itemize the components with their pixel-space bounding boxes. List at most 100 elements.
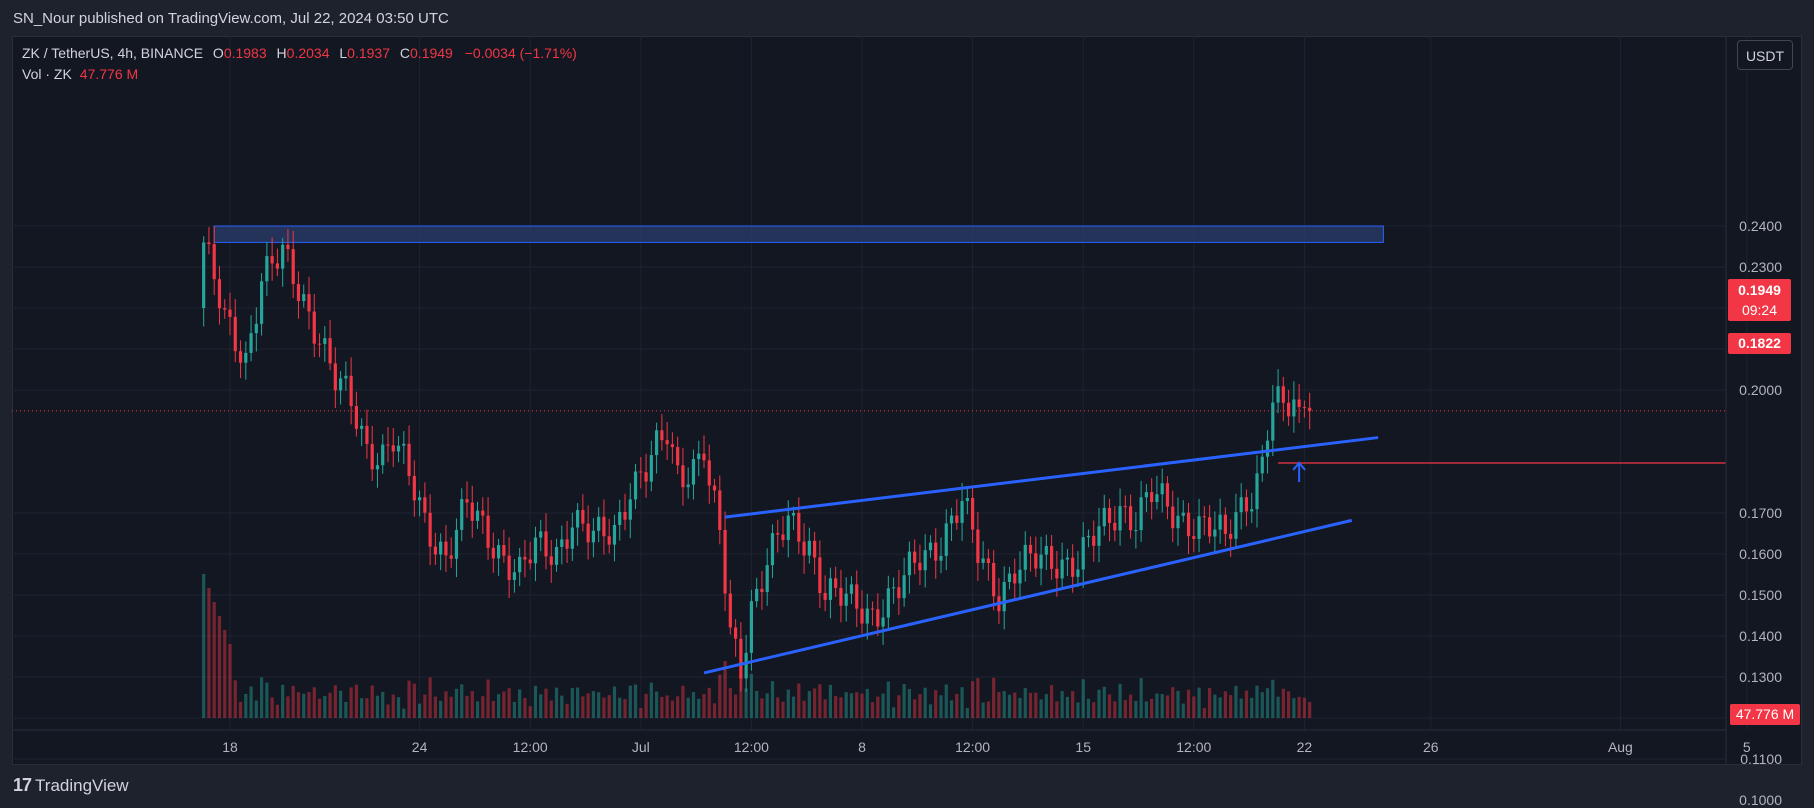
candle xyxy=(1044,534,1048,570)
volume-bar xyxy=(1176,690,1180,718)
volume-bar xyxy=(749,673,753,718)
candle xyxy=(544,513,548,570)
candle xyxy=(281,237,285,287)
volume-bar xyxy=(865,688,869,718)
volume-bar xyxy=(581,696,585,718)
candle xyxy=(802,523,806,574)
volume-bar xyxy=(1118,683,1122,718)
candle xyxy=(533,526,538,582)
candle xyxy=(1202,506,1206,536)
candle xyxy=(439,533,443,571)
volume-bar xyxy=(734,694,738,718)
candle xyxy=(512,559,516,593)
volume-bar xyxy=(533,685,538,718)
arrow-up-icon xyxy=(1292,461,1306,482)
candle xyxy=(254,307,258,352)
candle xyxy=(565,520,569,564)
candle xyxy=(1060,542,1064,588)
volume-bar xyxy=(755,690,759,718)
chart-frame[interactable] xyxy=(12,36,1802,765)
volume-bar xyxy=(1265,688,1270,718)
current-price-badge: 0.1949 09:24 xyxy=(1728,279,1791,321)
candle xyxy=(876,593,880,636)
volume-bar xyxy=(270,697,274,718)
volume-bar xyxy=(691,692,696,718)
volume-bar xyxy=(497,694,501,718)
candle xyxy=(233,299,237,363)
symbol-legend[interactable]: ZK / TetherUS, 4h, BINANCE O0.1983 H0.20… xyxy=(22,45,577,61)
volume-bar xyxy=(323,696,327,718)
candle xyxy=(818,540,822,609)
candle xyxy=(776,519,780,553)
volume-bar xyxy=(828,684,832,718)
candle xyxy=(507,537,511,598)
candle xyxy=(470,485,474,538)
candle xyxy=(728,579,732,635)
candle xyxy=(655,422,659,474)
candle xyxy=(217,265,222,325)
volume-bar xyxy=(649,682,653,718)
candle xyxy=(1250,492,1254,524)
price-tick-label: 0.1100 xyxy=(1740,751,1782,767)
volume-bar xyxy=(818,684,822,718)
symbol-label[interactable]: ZK / TetherUS, 4h, BINANCE xyxy=(22,45,204,61)
candle xyxy=(971,487,975,543)
candle xyxy=(549,539,553,583)
candle xyxy=(723,511,727,612)
volume-bar xyxy=(486,679,490,718)
volume-bar xyxy=(881,693,885,718)
candle xyxy=(1208,504,1212,544)
volume-bar xyxy=(744,688,748,718)
candle xyxy=(1002,566,1006,630)
volume-bar xyxy=(976,678,980,718)
volume-bar xyxy=(1308,701,1312,718)
volume-bar xyxy=(349,687,353,718)
volume-bar xyxy=(791,696,796,718)
volume-bar xyxy=(265,682,269,718)
volume-bar xyxy=(307,692,311,718)
volume-bar xyxy=(254,700,258,718)
candle xyxy=(212,225,216,296)
volume-bar xyxy=(339,690,343,718)
volume-bar xyxy=(1023,688,1027,718)
volume-bar xyxy=(344,701,348,718)
candle xyxy=(670,432,674,464)
price-tick-label: 0.2000 xyxy=(1739,382,1782,398)
candle xyxy=(1086,529,1091,548)
volume-legend[interactable]: Vol · ZK 47.776 M xyxy=(22,66,138,82)
volume-bar xyxy=(328,692,332,718)
time-tick-label: 12:00 xyxy=(734,739,769,755)
candle xyxy=(381,434,385,474)
candle xyxy=(391,428,395,467)
candle xyxy=(1023,531,1027,582)
candle xyxy=(618,499,622,541)
candle xyxy=(612,514,617,562)
currency-button[interactable]: USDT xyxy=(1737,40,1793,70)
volume-bar xyxy=(876,696,880,718)
candle xyxy=(870,601,875,626)
candle xyxy=(360,418,364,447)
volume-bar xyxy=(207,588,211,718)
volume-bar xyxy=(1007,694,1012,718)
volume-bar xyxy=(296,692,301,718)
volume-bar xyxy=(244,693,248,718)
volume-bar xyxy=(1034,692,1038,718)
candle xyxy=(570,512,574,561)
tradingview-logo-text: TradingView xyxy=(35,776,129,795)
candle xyxy=(302,284,306,308)
volume-bar xyxy=(1281,688,1285,718)
candle xyxy=(586,505,590,560)
volume-bar xyxy=(1292,698,1296,718)
tradingview-logo[interactable]: 17 TradingView xyxy=(13,775,129,796)
time-tick-label: 12:00 xyxy=(513,739,548,755)
candle xyxy=(623,493,627,531)
volume-bar xyxy=(228,644,232,718)
time-tick-label: 5 xyxy=(1743,739,1751,755)
volume-label[interactable]: Vol · ZK xyxy=(22,66,72,82)
candle xyxy=(1186,502,1191,555)
volume-bar xyxy=(396,697,401,718)
volume-bar xyxy=(907,689,911,718)
candle xyxy=(681,447,685,506)
candle xyxy=(523,539,527,578)
